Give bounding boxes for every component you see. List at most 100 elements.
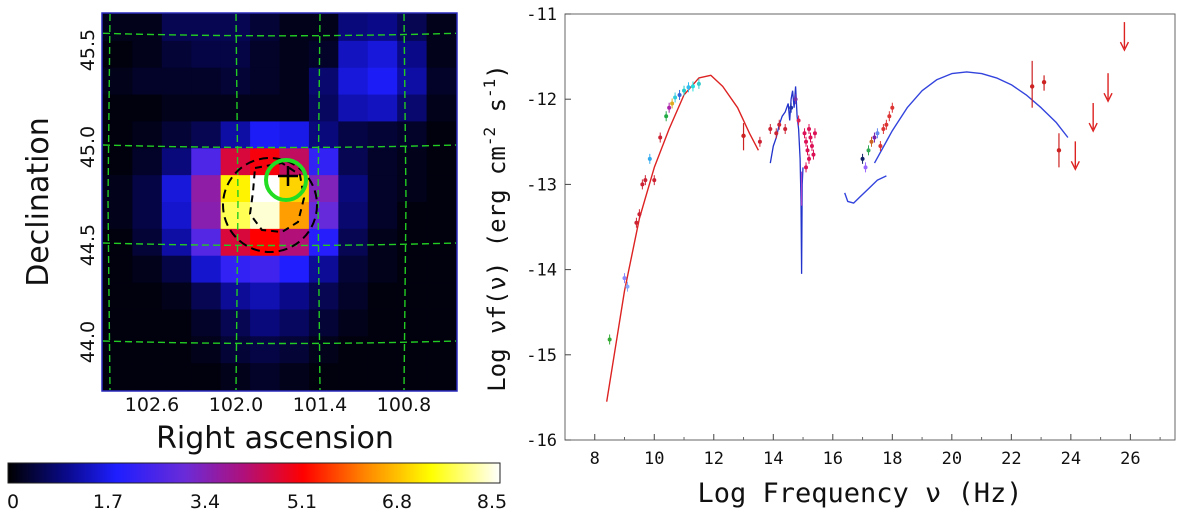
map-pixel (338, 336, 369, 364)
sed-y-label-end: ) (483, 64, 511, 78)
map-pixel (367, 121, 398, 149)
sed-y-axis-label: Log νf(ν) (erg cm-2 s-1) (480, 64, 511, 392)
sed-x-tick-label: 14 (763, 449, 783, 469)
sed-x-axis-label: Log Frequency ν (Hz) (697, 478, 1022, 509)
map-pixel (338, 14, 369, 42)
colorbar-tick: 5.1 (287, 491, 317, 513)
sed-point (667, 105, 672, 110)
map-pixel (191, 67, 222, 96)
sed-point (677, 92, 682, 97)
sed-y-label-mid: s (483, 98, 511, 127)
map-pixel (308, 148, 339, 176)
map-pixel (191, 228, 222, 257)
map-x-tick: 102.6 (125, 394, 179, 416)
sed-point (807, 127, 811, 132)
dec-grid-line (103, 32, 456, 37)
map-pixel (308, 121, 339, 149)
map-pixel (250, 282, 281, 311)
sed-y-tick-label: -14 (526, 261, 557, 281)
map-pixel (132, 67, 163, 96)
map-y-axis-label: Declination (21, 117, 56, 287)
map-pixel (161, 175, 192, 203)
sed-x-tick-label: 8 (590, 449, 600, 469)
sed-point (607, 337, 612, 342)
map-pixel (191, 121, 222, 149)
map-pixel (367, 228, 398, 257)
map-pixel (191, 40, 222, 69)
map-pixel (367, 94, 398, 123)
map-overlays (222, 157, 318, 253)
map-pixel (308, 67, 339, 96)
map-pixel (308, 309, 339, 337)
sed-y-label-main: Log νf(ν) (erg cm (483, 146, 511, 392)
dec-grid-line (103, 242, 456, 247)
map-pixel (103, 309, 134, 337)
map-pixel (161, 282, 192, 311)
map-pixel (279, 255, 310, 284)
colorbar-tick: 0 (7, 491, 19, 513)
map-pixel (250, 309, 281, 337)
map-pixel (103, 282, 134, 311)
map-pixel (103, 336, 134, 364)
map-pixel (308, 255, 339, 284)
map-pixel (191, 255, 222, 284)
map-pixel (308, 202, 339, 230)
sed-point (696, 81, 701, 86)
gamma-point (1056, 148, 1062, 153)
ra-grid-line (107, 14, 111, 390)
sed-y-label-exp2: -1 (480, 79, 499, 98)
map-pixel (191, 148, 222, 176)
sed-y-tick-label: -15 (526, 346, 557, 366)
sed-point (643, 178, 648, 183)
gamma-point (1029, 84, 1035, 89)
colorbar-ticks: 0 1.7 3.4 5.1 6.8 8.5 (7, 491, 507, 513)
map-pixel (132, 336, 163, 364)
map-pixel (308, 40, 339, 69)
sed-point (869, 139, 874, 144)
map-pixel (426, 40, 456, 69)
map-pixel (279, 363, 310, 390)
sed-point (783, 127, 788, 132)
map-pixel (220, 175, 251, 203)
sed-point (872, 135, 877, 140)
map-pixel (161, 14, 192, 42)
sed-y-tick-label: -16 (526, 431, 557, 451)
gamma-point (741, 133, 746, 139)
map-y-ticks: 45.5 45.0 44.5 44.0 (77, 29, 99, 363)
map-pixel (338, 148, 369, 176)
sed-point (875, 131, 880, 136)
ra-grid-line (403, 14, 407, 390)
map-pixel (397, 94, 428, 123)
map-pixel (279, 336, 310, 364)
map-pixel (426, 175, 456, 203)
map-pixel (191, 202, 222, 230)
map-pixel (161, 121, 192, 149)
sed-point (673, 95, 678, 100)
sed-point (622, 276, 627, 281)
map-pixel (338, 67, 369, 96)
map-pixel (279, 67, 310, 96)
map-pixel (279, 94, 310, 123)
colorbar-tick: 1.7 (93, 491, 123, 513)
sed-point (793, 97, 798, 102)
confidence-circle-dashed (222, 157, 318, 253)
sed-upper-limits (1070, 22, 1130, 171)
sed-y-tick-label: -12 (526, 90, 557, 110)
sed-point (768, 127, 773, 132)
map-pixel (250, 94, 281, 123)
map-pixel (161, 336, 192, 364)
sed-y-tick-label: -11 (526, 5, 557, 25)
upper-limit-arrowhead (1119, 41, 1130, 52)
sed-point (809, 144, 814, 149)
sed-point (796, 118, 801, 123)
map-pixel (220, 255, 251, 284)
sed-point (863, 165, 868, 170)
map-pixel (397, 309, 428, 337)
sed-point (804, 139, 809, 144)
map-pixel (279, 309, 310, 337)
map-pixel (191, 363, 222, 390)
sed-x-tick-label: 18 (882, 449, 902, 469)
map-pixel (103, 148, 134, 176)
map-pixel (279, 14, 310, 42)
map-y-tick: 45.0 (77, 126, 99, 168)
